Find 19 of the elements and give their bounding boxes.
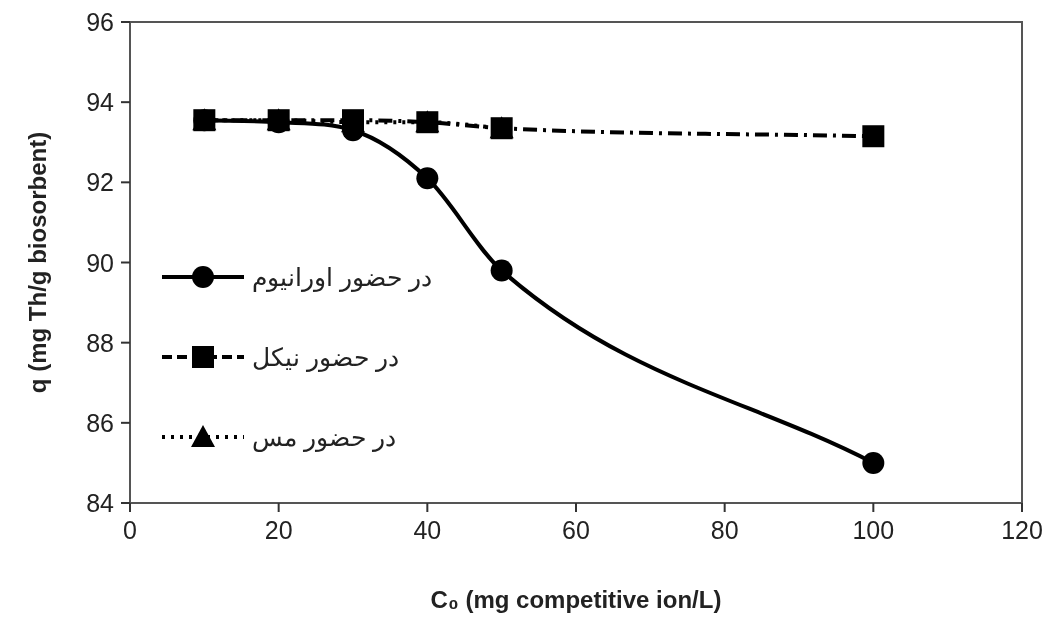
y-tick-label: 88 bbox=[86, 328, 114, 357]
x-axis-title: C₀ (mg competitive ion/L) bbox=[430, 586, 722, 613]
x-tick-label: 40 bbox=[413, 516, 442, 544]
x-tick-label: 20 bbox=[264, 516, 293, 544]
legend-label: در حضور مس bbox=[252, 423, 396, 453]
x-tick-label: 0 bbox=[123, 516, 137, 544]
y-tick-label: 96 bbox=[86, 8, 114, 36]
x-tick-label: 100 bbox=[852, 516, 895, 544]
x-tick-label: 120 bbox=[1001, 516, 1043, 544]
x-tick-label: 60 bbox=[562, 516, 590, 544]
y-axis-title: q (mg Th/g biosorbent) bbox=[24, 131, 51, 394]
y-tick-label: 86 bbox=[86, 408, 114, 437]
y-tick-label: 92 bbox=[86, 168, 114, 197]
y-tick-label: 84 bbox=[86, 489, 115, 517]
y-tick-label: 94 bbox=[86, 88, 115, 117]
legend-label: در حضور اورانیوم bbox=[252, 263, 432, 293]
y-tick-label: 90 bbox=[86, 248, 114, 277]
legend-label: در حضور نیکل bbox=[252, 343, 399, 373]
x-tick-label: 80 bbox=[710, 516, 739, 544]
